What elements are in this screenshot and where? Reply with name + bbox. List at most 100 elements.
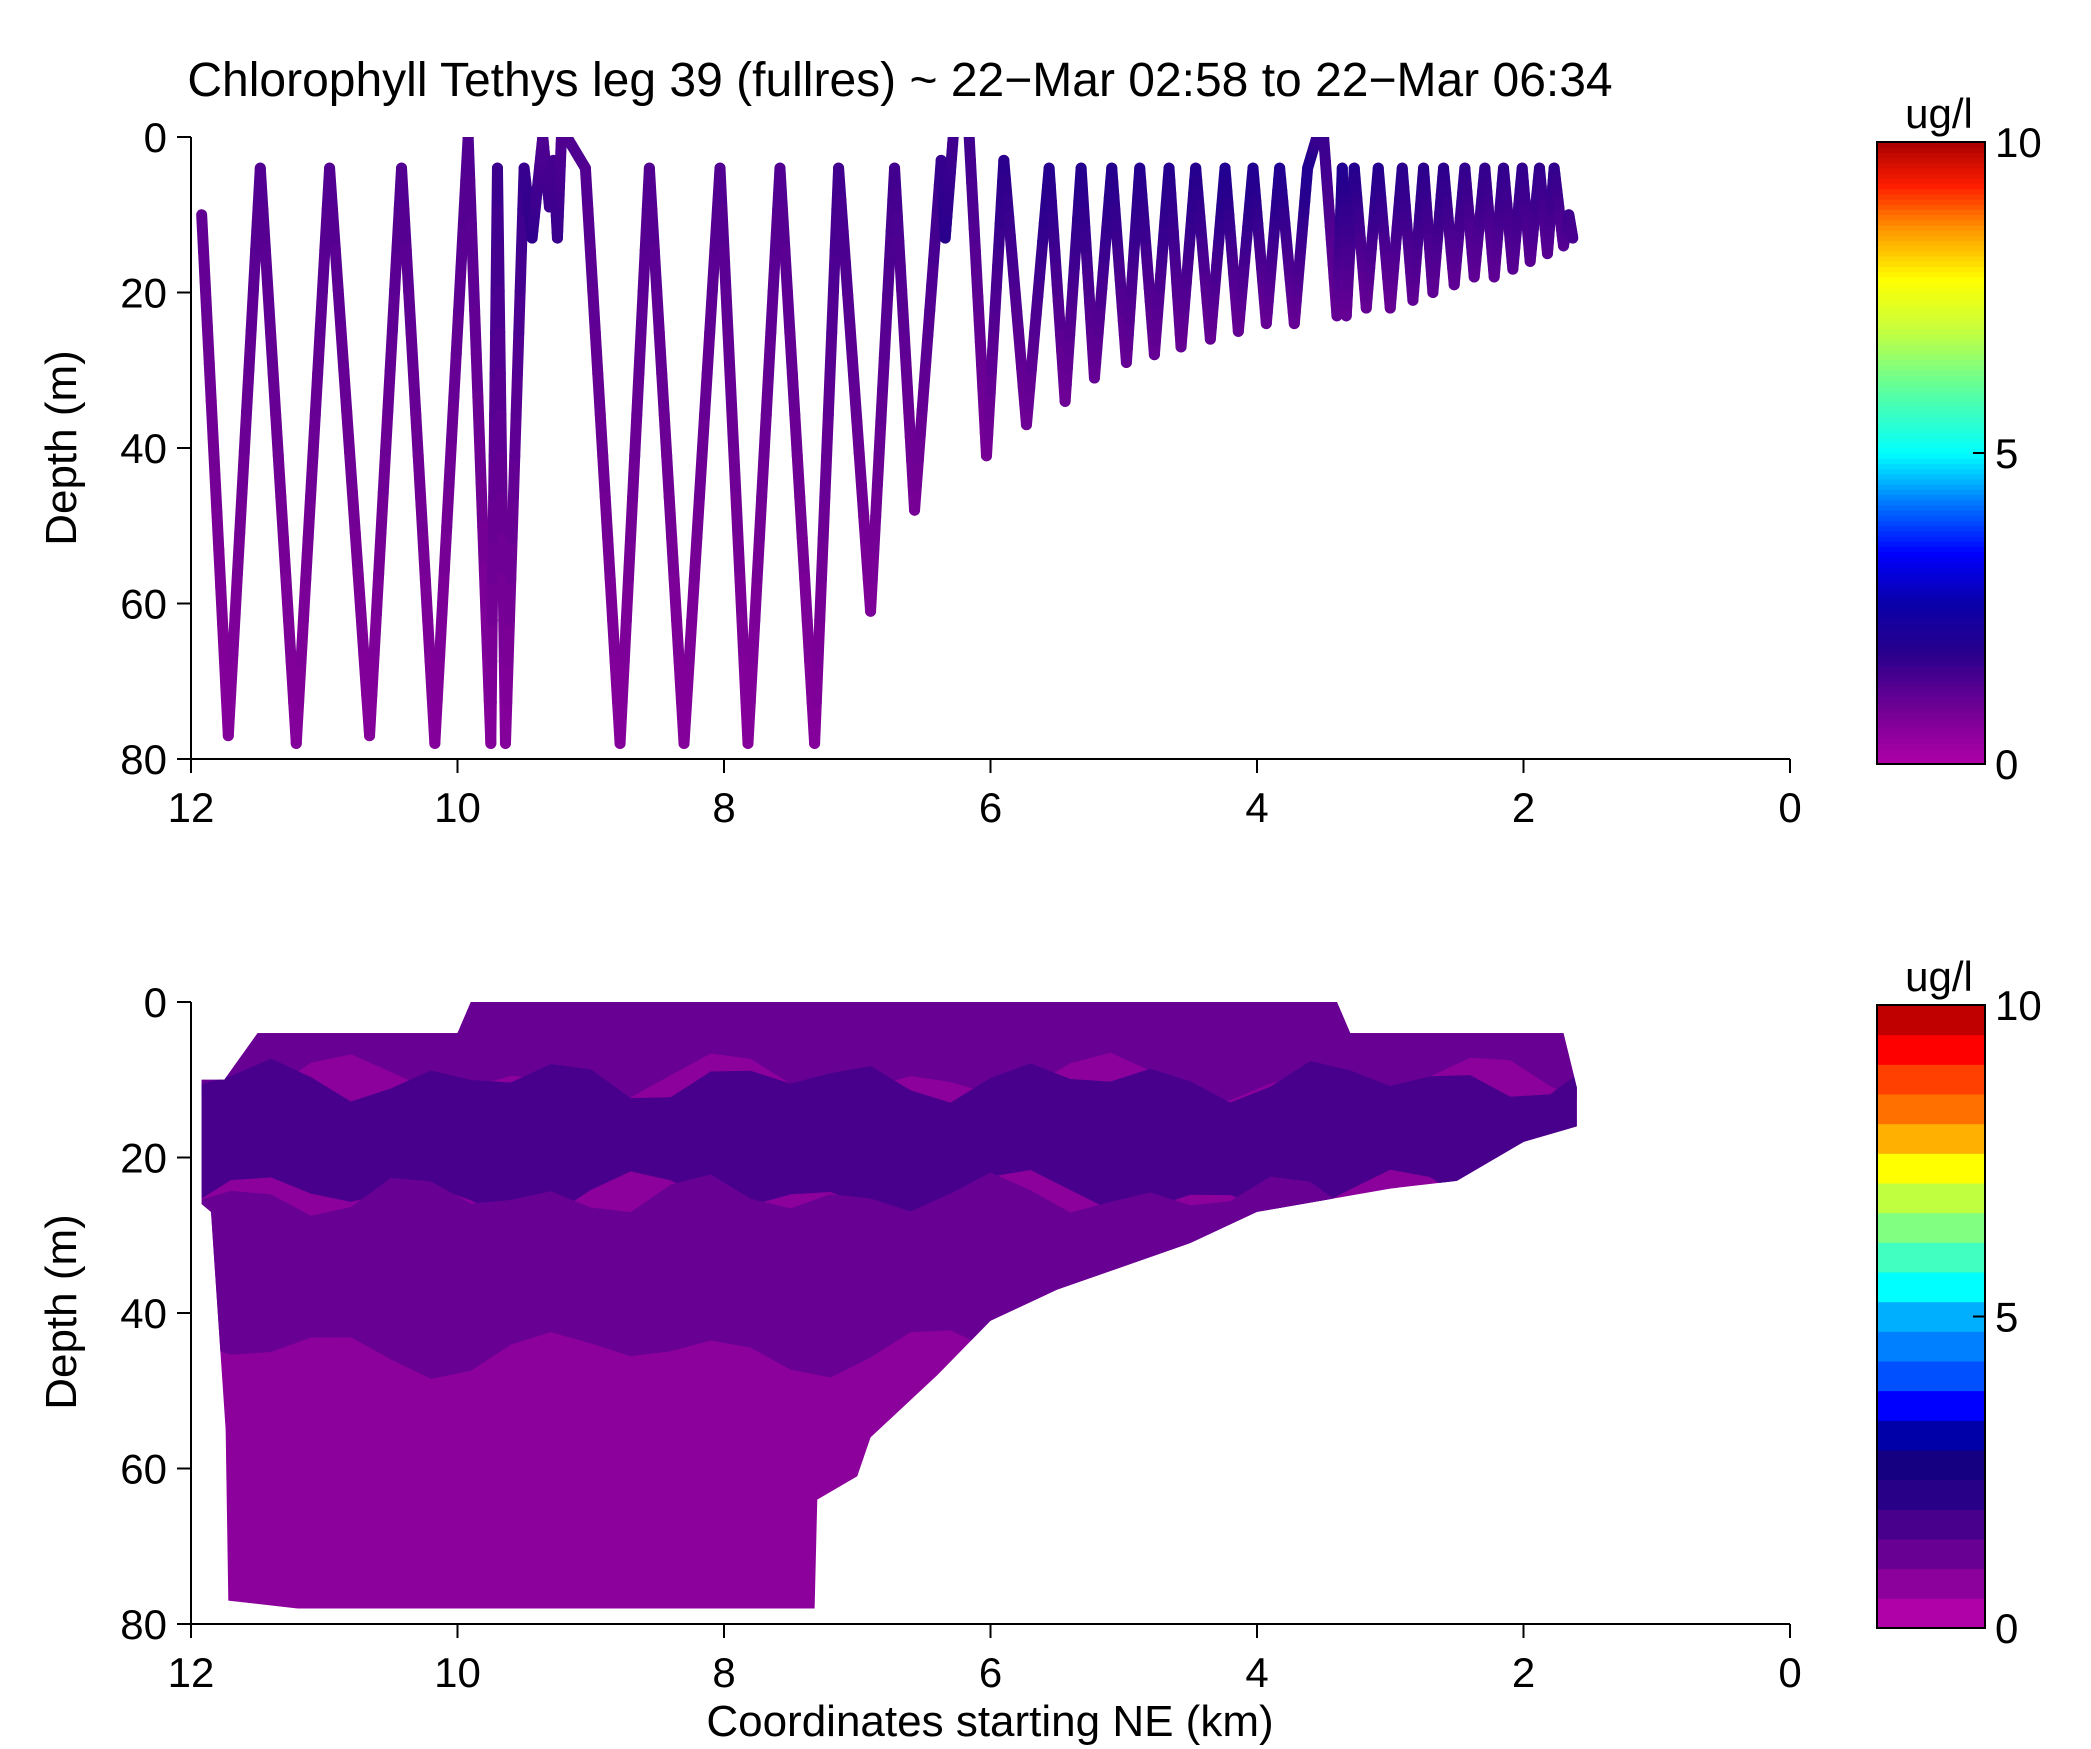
track-segment	[691, 491, 705, 544]
colorbar-level	[1877, 499, 1985, 506]
track-segment	[338, 365, 353, 417]
colorbar-level	[1877, 328, 1985, 335]
colorbar-level	[1877, 551, 1985, 558]
track-segment	[341, 405, 356, 458]
colorbar-level	[1877, 1034, 1985, 1065]
colorbar-level	[1877, 660, 1985, 667]
track-segment	[386, 284, 401, 336]
colorbar-level	[1877, 261, 1985, 267]
track-segment	[477, 521, 490, 576]
track-segment	[663, 491, 678, 544]
colorbar-level	[1877, 287, 1985, 293]
track-segment	[462, 137, 476, 186]
track-segment	[470, 348, 484, 403]
contour-band	[201, 1172, 1577, 1379]
colorbar-level	[1877, 556, 1985, 563]
track-segment	[582, 203, 596, 256]
track-segment	[270, 409, 284, 462]
x-tick-label: 6	[979, 784, 1002, 831]
track-segment	[215, 581, 229, 630]
colorbar-tick-label: 5	[1995, 1294, 2018, 1341]
track-segment	[736, 614, 750, 667]
track-segment	[602, 532, 616, 585]
colorbar-level	[1877, 1420, 1985, 1451]
colorbar-level	[1877, 712, 1985, 718]
track-segment	[217, 618, 231, 667]
track-segment	[314, 285, 328, 338]
colorbar-level	[1877, 199, 1985, 205]
track-segment	[499, 696, 513, 749]
track-segment	[810, 655, 824, 708]
x-tick-label: 12	[168, 1649, 215, 1696]
track-segment	[358, 649, 373, 701]
colorbar-level	[1877, 292, 1985, 299]
track-segment	[196, 209, 210, 258]
track-segment	[791, 450, 806, 503]
track-segment	[245, 284, 259, 336]
colorbar-level	[1877, 1598, 1985, 1629]
y-tick-label: 0	[144, 114, 167, 161]
track-segment	[431, 651, 446, 706]
track-segment	[774, 162, 788, 215]
colorbar-level	[1877, 484, 1985, 490]
colorbar-level	[1877, 323, 1985, 330]
colorbar-level	[1877, 370, 1985, 376]
colorbar-level	[1877, 644, 1985, 651]
track-segment	[265, 326, 279, 380]
track-segment	[701, 326, 716, 380]
colorbar-level	[1877, 421, 1985, 428]
colorbar-level	[1877, 266, 1985, 273]
track-segment	[205, 395, 219, 444]
colorbar-level	[1877, 1331, 1985, 1362]
track-segment	[607, 614, 621, 667]
colorbar-level	[1877, 1509, 1985, 1540]
colorbar-level	[1877, 183, 1985, 190]
colorbar-level	[1877, 530, 1985, 537]
track-segment	[614, 696, 628, 749]
track-segment	[422, 614, 436, 667]
track-segment	[478, 564, 492, 619]
track-segment	[203, 358, 217, 407]
track-segment	[497, 532, 509, 585]
track-segment	[429, 694, 443, 749]
colorbar-level	[1877, 1450, 1985, 1481]
colorbar-level	[1877, 401, 1985, 407]
y-tick-label: 60	[120, 581, 167, 628]
bottom-y-axis-label: Depth (m)	[37, 1214, 86, 1410]
colorbar-level	[1877, 1005, 1985, 1036]
colorbar-level	[1877, 624, 1985, 630]
track-segment	[668, 573, 683, 626]
colorbar-level	[1877, 489, 1985, 496]
track-segment	[250, 203, 264, 255]
track-segment	[211, 506, 225, 556]
track-segment	[587, 285, 601, 338]
track-segment	[225, 649, 239, 701]
colorbar-level	[1877, 276, 1985, 283]
colorbar-level	[1877, 256, 1985, 262]
colorbar-level	[1877, 224, 1985, 231]
colorbar-level	[1877, 748, 1985, 755]
colorbar-level	[1877, 1153, 1985, 1184]
track-segment	[491, 162, 504, 215]
track-segment	[726, 409, 740, 462]
track-segment	[234, 486, 248, 539]
colorbar-level	[1877, 447, 1985, 454]
track-segment	[380, 405, 394, 458]
colorbar-level	[1877, 758, 1985, 765]
track-segment	[699, 368, 713, 421]
track-segment	[257, 203, 271, 256]
track-segment	[370, 568, 385, 620]
track-segment	[496, 491, 509, 544]
colorbar-level	[1877, 1064, 1985, 1095]
track-segment	[826, 285, 839, 338]
track-segment	[784, 326, 798, 380]
colorbar-level	[1877, 510, 1985, 516]
colorbar-level	[1877, 732, 1985, 739]
colorbar-level	[1877, 318, 1985, 325]
x-tick-label: 4	[1245, 784, 1268, 831]
track-segment	[786, 368, 801, 421]
track-segment	[796, 532, 811, 585]
colorbar-level	[1877, 380, 1985, 387]
track-segment	[824, 326, 838, 380]
